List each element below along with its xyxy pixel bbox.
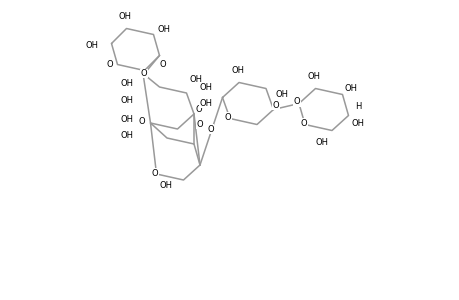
Text: OH: OH [199, 99, 212, 108]
Text: O: O [224, 112, 231, 122]
Text: OH: OH [120, 116, 133, 124]
Text: O: O [293, 98, 300, 106]
Text: O: O [139, 117, 145, 126]
Text: O: O [159, 60, 166, 69]
Text: OH: OH [307, 72, 320, 81]
Text: OH: OH [120, 130, 133, 140]
Text: OH: OH [85, 40, 98, 50]
Text: O: O [140, 69, 147, 78]
Text: OH: OH [230, 66, 243, 75]
Text: OH: OH [344, 84, 357, 93]
Text: OH: OH [157, 26, 171, 34]
Text: OH: OH [351, 118, 364, 127]
Text: O: O [107, 60, 113, 69]
Text: O: O [300, 118, 307, 127]
Text: OH: OH [189, 75, 202, 84]
Text: O: O [195, 105, 202, 114]
Text: OH: OH [121, 80, 134, 88]
Text: O: O [196, 120, 202, 129]
Text: OH: OH [275, 90, 288, 99]
Text: OH: OH [199, 82, 212, 91]
Text: OH: OH [159, 182, 172, 190]
Text: O: O [151, 169, 158, 178]
Text: H: H [355, 102, 361, 111]
Text: OH: OH [121, 96, 134, 105]
Text: O: O [272, 100, 279, 109]
Text: OH: OH [314, 138, 327, 147]
Text: OH: OH [118, 12, 131, 21]
Text: O: O [207, 124, 213, 134]
